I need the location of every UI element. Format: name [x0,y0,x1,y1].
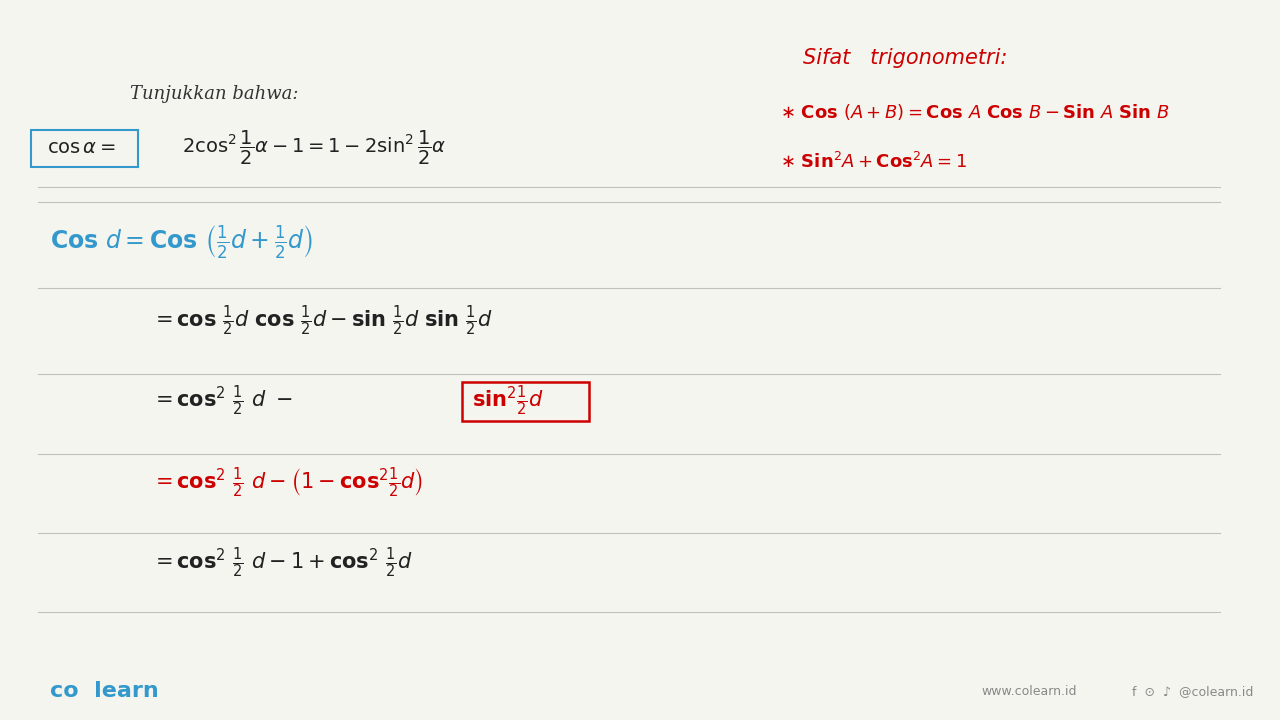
Text: co  learn: co learn [50,681,159,701]
Text: $= \mathbf{cos}^2\ \frac{1}{2}\ d\ -\ $: $= \mathbf{cos}^2\ \frac{1}{2}\ d\ -\ $ [151,384,293,418]
Text: $\mathbf{sin}^2\frac{1}{2}d$: $\mathbf{sin}^2\frac{1}{2}d$ [472,384,544,418]
Text: $2\cos^2\dfrac{1}{2}\alpha - 1 = 1 - 2\sin^2\dfrac{1}{2}\alpha$: $2\cos^2\dfrac{1}{2}\alpha - 1 = 1 - 2\s… [182,129,447,166]
Text: f  ⊙  ♪  @colearn.id: f ⊙ ♪ @colearn.id [1132,685,1253,698]
Text: $\ast\ \mathbf{Sin}^2 A + \mathbf{Cos}^2 A = 1$: $\ast\ \mathbf{Sin}^2 A + \mathbf{Cos}^2… [780,152,966,172]
Text: $\ast\ \mathbf{Cos}\ (A+B) = \mathbf{Cos}\ A\ \mathbf{Cos}\ B - \mathbf{Sin}\ A\: $\ast\ \mathbf{Cos}\ (A+B) = \mathbf{Cos… [780,102,1170,122]
Text: $= \mathbf{cos}\ \frac{1}{2}d\ \mathbf{cos}\ \frac{1}{2}d - \mathbf{sin}\ \frac{: $= \mathbf{cos}\ \frac{1}{2}d\ \mathbf{c… [151,303,493,338]
Text: $\cos\alpha =$: $\cos\alpha =$ [47,138,116,157]
Text: $= \mathbf{cos}^2\ \frac{1}{2}\ d - 1 + \mathbf{cos}^2\ \frac{1}{2}d$: $= \mathbf{cos}^2\ \frac{1}{2}\ d - 1 + … [151,546,412,580]
Text: Sifat   trigonometri:: Sifat trigonometri: [804,48,1007,68]
Text: Tunjukkan bahwa:: Tunjukkan bahwa: [129,85,298,103]
Text: $\mathbf{Cos}\ d = \mathbf{Cos}\ \left(\frac{1}{2}d + \frac{1}{2}d\right)$: $\mathbf{Cos}\ d = \mathbf{Cos}\ \left(\… [50,222,314,260]
Text: $= \mathbf{cos}^2\ \frac{1}{2}\ d - \left(1-\mathbf{cos}^2\frac{1}{2}d\right)$: $= \mathbf{cos}^2\ \frac{1}{2}\ d - \lef… [151,465,424,500]
Text: www.colearn.id: www.colearn.id [980,685,1076,698]
